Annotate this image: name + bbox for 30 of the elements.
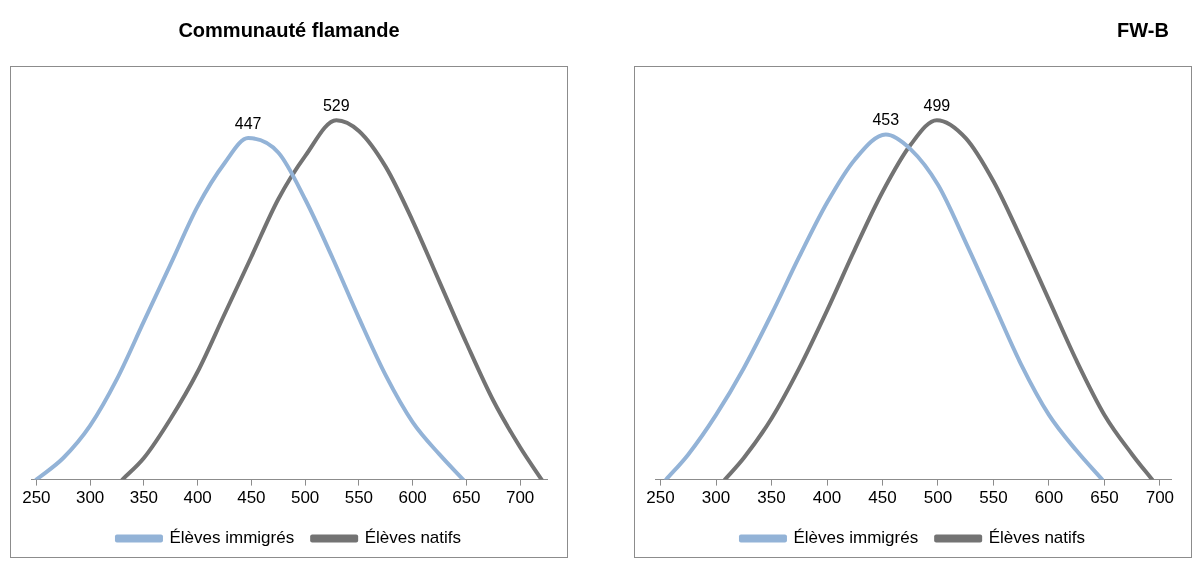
x-tick-label: 550 — [979, 488, 1008, 508]
x-tick-label: 400 — [812, 488, 842, 508]
x-tick-label: 250 — [646, 488, 675, 508]
x-tick-label: 650 — [452, 488, 481, 508]
x-tick-label: 600 — [398, 488, 427, 508]
chart-title: Communauté flamande — [177, 18, 401, 43]
x-tick-label: 700 — [505, 488, 535, 508]
x-tick-label: 250 — [22, 488, 51, 508]
annotation: 447 — [234, 114, 262, 132]
x-tick-label: 650 — [1090, 488, 1119, 508]
x-tick-label: 600 — [1034, 488, 1064, 508]
x-tick-label: 350 — [129, 488, 159, 508]
x-tick-label: 450 — [868, 488, 897, 508]
x-tick-label: 550 — [344, 488, 374, 508]
legend-label: Élèves immigrés — [793, 528, 919, 548]
chart-title: FW-B — [1116, 18, 1170, 43]
annotation: 499 — [923, 96, 951, 114]
annotation: 529 — [322, 96, 350, 114]
x-tick-label: 500 — [923, 488, 953, 508]
legend-label: Élèves natifs — [988, 528, 1086, 548]
x-tick-label: 300 — [75, 488, 105, 508]
x-tick-label: 500 — [290, 488, 320, 508]
x-tick-label: 450 — [237, 488, 266, 508]
annotation: 453 — [872, 110, 900, 128]
x-tick-label: 300 — [701, 488, 731, 508]
legend-label: Élèves immigrés — [169, 528, 295, 548]
x-tick-label: 700 — [1145, 488, 1175, 508]
legend-label: Élèves natifs — [364, 528, 462, 548]
x-tick-label: 350 — [757, 488, 786, 508]
x-tick-label: 400 — [183, 488, 212, 508]
